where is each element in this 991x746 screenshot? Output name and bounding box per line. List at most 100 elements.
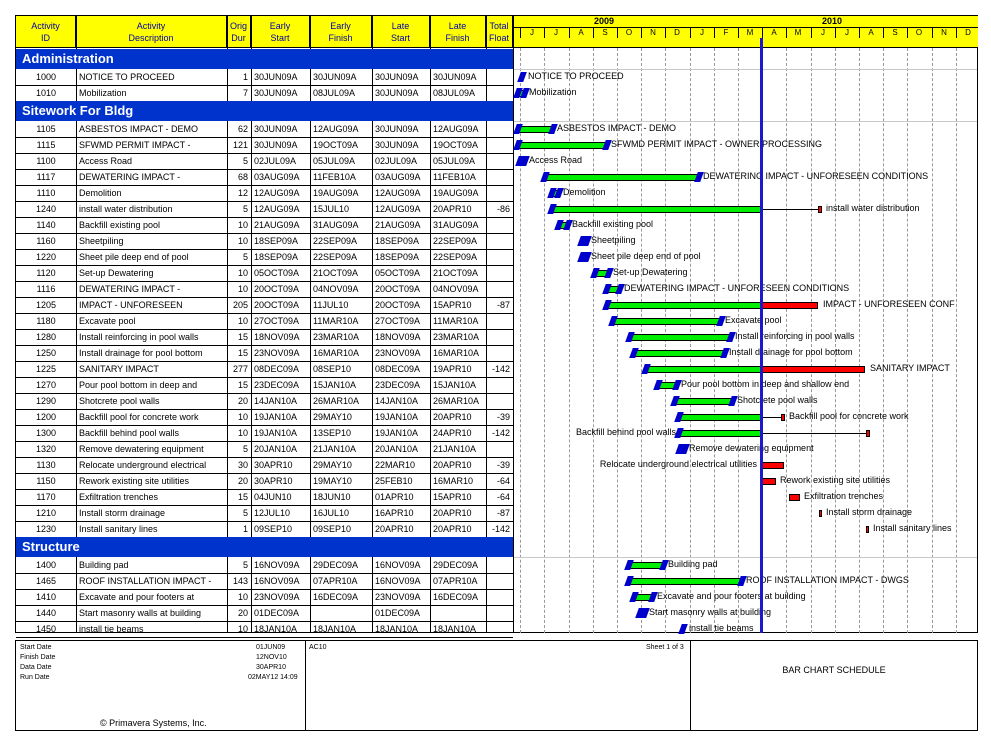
progress-bar[interactable]: [635, 350, 725, 357]
early-start-cell: 27OCT09A: [254, 316, 300, 326]
bar-label: Backfill pool for concrete work: [789, 411, 909, 421]
activity-id-cell: 1160: [36, 236, 56, 246]
early-start-cell: 03AUG09A: [254, 172, 300, 182]
bar-label: Backfill existing pool: [572, 219, 654, 229]
bar-label: Shotcrete pool walls: [737, 395, 818, 405]
row-divider: [16, 169, 513, 170]
section-header[interactable]: Sitework For Bldg: [16, 101, 513, 121]
early-start-cell: 20JAN10A: [254, 444, 298, 454]
orig-dur-cell: 10: [237, 592, 248, 602]
early-start-cell: 23NOV09A: [254, 592, 300, 602]
early-start-cell: 01DEC09A: [254, 608, 300, 618]
progress-bar[interactable]: [647, 366, 761, 373]
col-header-early-finish[interactable]: Early Finish: [310, 16, 372, 48]
total-float-cell: -142: [491, 428, 510, 438]
critical-bar[interactable]: [819, 510, 822, 517]
early-finish-cell: 11MAR10A: [313, 316, 359, 326]
early-finish-cell: 15JUL10: [313, 204, 350, 214]
early-start-cell: 30JUN09A: [254, 140, 298, 150]
activity-description-cell: DEWATERING IMPACT -: [79, 172, 181, 182]
month-label: M: [746, 28, 754, 37]
bar-label: install tie beams: [689, 623, 754, 633]
section-gridline: [514, 121, 977, 122]
row-divider: [16, 621, 513, 622]
col-header-late-start[interactable]: Late Start: [372, 16, 430, 48]
late-start-cell: 25FEB10: [375, 476, 413, 486]
bar-label: SFWMD PERMIT IMPACT - OWNER PROCESSING: [611, 139, 823, 149]
activity-description-cell: SANITARY IMPACT: [79, 364, 159, 374]
col-header-late-finish[interactable]: Late Finish: [430, 16, 486, 48]
late-finish-cell: 15APR10: [433, 492, 472, 502]
critical-bar[interactable]: [761, 478, 776, 485]
month-label: J: [530, 28, 534, 37]
col-header-activity-description[interactable]: Activity Description: [76, 16, 227, 48]
progress-bar[interactable]: [680, 414, 761, 421]
early-finish-cell: 11JUL10: [313, 300, 349, 310]
project-code: AC10: [309, 644, 327, 651]
critical-bar[interactable]: [761, 462, 784, 469]
early-finish-cell: 12AUG09A: [313, 124, 359, 134]
progress-bar[interactable]: [676, 398, 733, 405]
row-divider: [16, 185, 513, 186]
critical-bar[interactable]: [761, 302, 818, 309]
month-gridline: [811, 48, 812, 633]
early-finish-cell: 11FEB10A: [313, 172, 356, 182]
progress-bar[interactable]: [546, 174, 699, 181]
early-finish-cell: 04NOV09A: [313, 284, 359, 294]
orig-dur-cell: 15: [237, 332, 248, 342]
col-header-activity-id[interactable]: Activity ID: [16, 16, 76, 48]
critical-bar[interactable]: [789, 494, 800, 501]
early-finish-cell: 26MAR10A: [313, 396, 360, 406]
col-header-early-start[interactable]: Early Start: [251, 16, 310, 48]
critical-bar[interactable]: [866, 526, 869, 533]
section-header[interactable]: Administration: [16, 49, 513, 69]
row-divider: [16, 137, 513, 138]
activity-description-cell: Remove dewatering equipment: [79, 444, 204, 454]
month-label: J: [700, 28, 704, 37]
early-start-cell: 08DEC09A: [254, 364, 300, 374]
col-header-orig-dur[interactable]: Orig Dur: [227, 16, 251, 48]
critical-bar[interactable]: [818, 206, 822, 213]
late-finish-cell: 15JAN10A: [433, 380, 477, 390]
progress-bar[interactable]: [614, 318, 721, 325]
row-divider: [16, 361, 513, 362]
critical-bar[interactable]: [781, 414, 785, 421]
critical-bar[interactable]: [866, 430, 870, 437]
progress-bar[interactable]: [553, 206, 761, 213]
early-finish-cell: 18JUN10: [313, 492, 351, 502]
col-header-total-float[interactable]: Total Float: [486, 16, 513, 48]
critical-bar[interactable]: [761, 366, 865, 373]
month-label: S: [602, 28, 608, 37]
progress-bar[interactable]: [631, 334, 731, 341]
progress-bar[interactable]: [608, 302, 761, 309]
activity-id-cell: 1116: [36, 284, 56, 294]
bar-label: Start masonry walls at building: [649, 607, 772, 617]
orig-dur-cell: 10: [237, 624, 248, 634]
orig-dur-cell: 10: [237, 412, 248, 422]
bar-label: Set-up Dewatering: [613, 267, 688, 277]
total-float-cell: [486, 313, 513, 329]
early-start-cell: 12AUG09A: [254, 204, 300, 214]
row-divider: [16, 85, 513, 86]
total-float-cell: [486, 265, 513, 281]
progress-bar[interactable]: [519, 142, 607, 149]
orig-dur-cell: 121: [232, 140, 248, 150]
row-divider: [16, 441, 513, 442]
late-start-cell: 27OCT09A: [375, 316, 421, 326]
progress-bar[interactable]: [680, 430, 761, 437]
month-gridline: [569, 48, 570, 633]
bar-label: Exfiltration trenches: [804, 491, 884, 501]
progress-bar[interactable]: [630, 578, 742, 585]
late-finish-cell: 08JUL09A: [433, 88, 476, 98]
bar-label: Sheetpiling: [591, 235, 636, 245]
footer-title-box: BAR CHART SCHEDULE: [690, 640, 978, 731]
month-label: S: [892, 28, 898, 37]
section-header[interactable]: Structure: [16, 537, 513, 557]
bar-label: Access Road: [529, 155, 583, 165]
orig-dur-cell: 12: [237, 188, 248, 198]
orig-dur-cell: 62: [237, 124, 248, 134]
orig-dur-cell: 205: [232, 300, 248, 310]
activity-description-cell: Shotcrete pool walls: [79, 396, 160, 406]
start-date-label: Start Date: [20, 644, 52, 651]
month-tick: [544, 27, 545, 38]
